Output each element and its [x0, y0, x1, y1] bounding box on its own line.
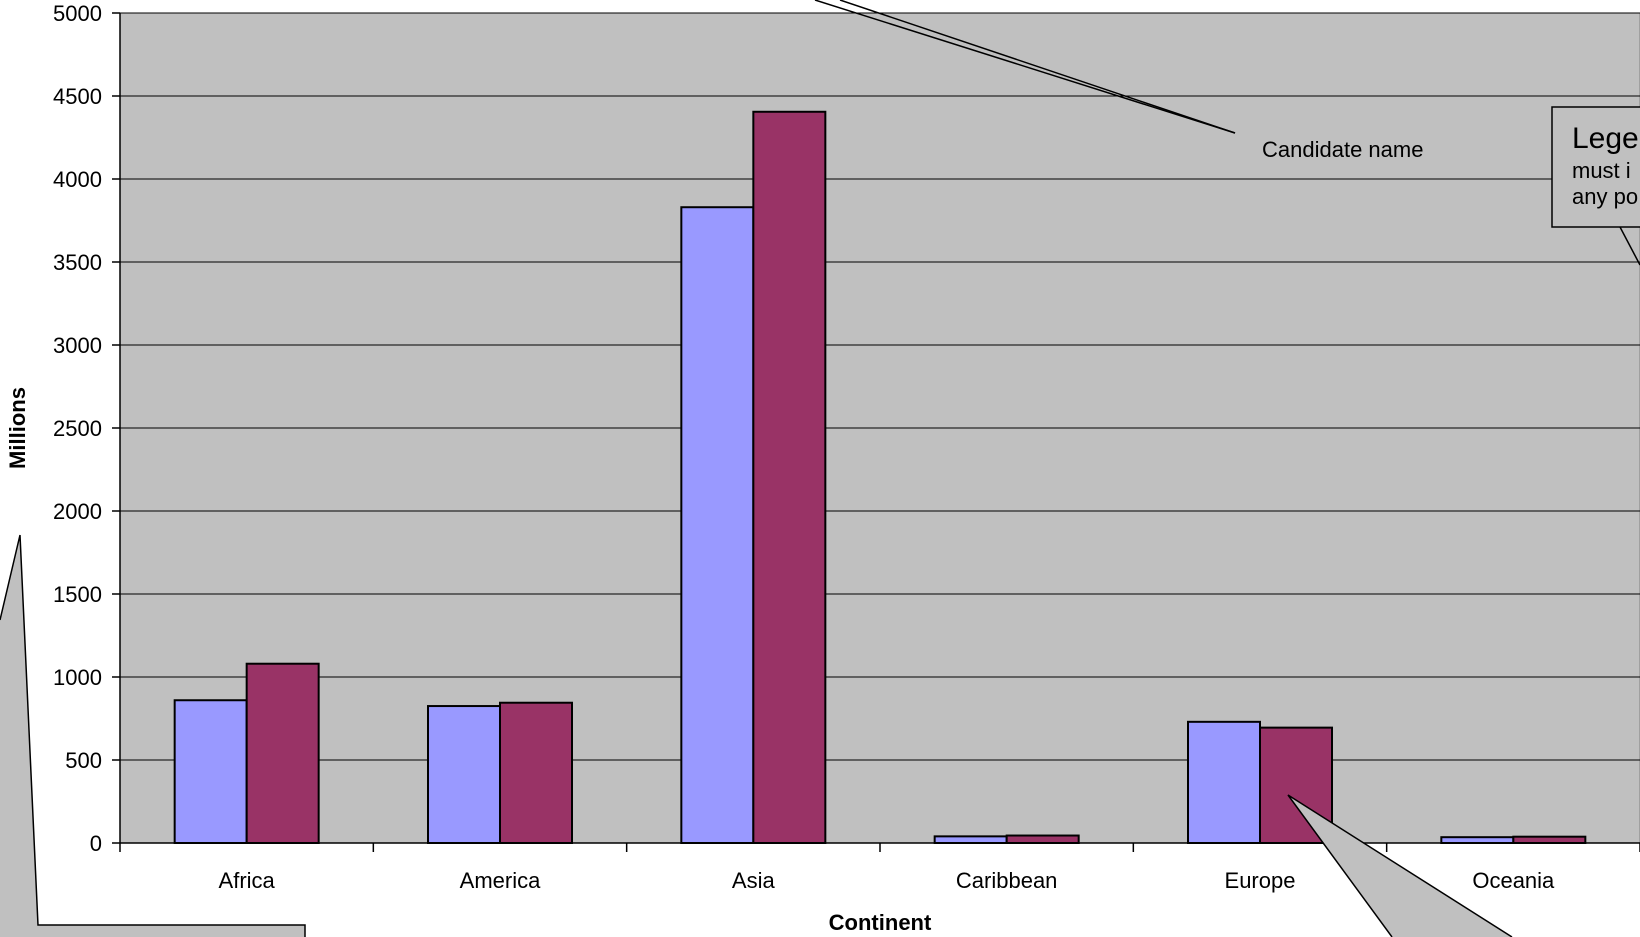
bar-asia-series-2	[752, 110, 827, 844]
left-callout-outline	[0, 534, 306, 937]
candidate-name-annotation: Candidate name	[814, 0, 1423, 162]
x-tick-label: Africa	[219, 868, 276, 893]
y-tick-label: 500	[65, 748, 102, 773]
bar-asia-series-1	[680, 206, 755, 845]
bar-africa-series-1	[173, 699, 248, 844]
bar-oceania-series-2	[1512, 835, 1587, 845]
x-tick-label: Asia	[732, 868, 776, 893]
bar-caribbean-series-1	[933, 835, 1008, 844]
bar-oceania-series-1	[1440, 836, 1515, 845]
y-tick-label: 3500	[53, 250, 102, 275]
y-tick-label: 1000	[53, 665, 102, 690]
y-axis-title: Millions	[5, 387, 30, 469]
y-tick-label: 2000	[53, 499, 102, 524]
y-tick-label: 4500	[53, 84, 102, 109]
bar-africa-series-2	[245, 662, 320, 844]
candidate-name-label: Candidate name	[1262, 137, 1423, 162]
legend-callout-line1: must i	[1572, 158, 1631, 183]
y-tick-label: 0	[90, 831, 102, 856]
candidate-leader-line	[839, 0, 1236, 134]
legend-callout-box	[1551, 106, 1640, 228]
bar-america-series-2	[499, 701, 573, 844]
bar-america-series-1	[427, 705, 501, 844]
x-tick-label: America	[460, 868, 541, 893]
legend-callout-pointer	[1619, 226, 1640, 266]
y-tick-label: 2500	[53, 416, 102, 441]
legend-callout-line2: any po	[1572, 184, 1638, 209]
legend-callout-title: Lege	[1572, 122, 1639, 155]
y-tick-label: 3000	[53, 333, 102, 358]
x-tick-label: Europe	[1225, 868, 1296, 893]
x-axis-title: Continent	[829, 910, 932, 935]
europe-callout-outline	[1287, 794, 1513, 937]
bar-caribbean-series-2	[1005, 834, 1080, 845]
x-tick-label: Oceania	[1472, 868, 1555, 893]
bar-europe-series-1	[1187, 720, 1261, 845]
legend-callout: Lege must i any po	[1551, 106, 1640, 266]
y-tick-label: 1500	[53, 582, 102, 607]
candidate-leader-line	[814, 0, 1236, 134]
x-tick-labels: Africa America Asia Caribbean Europe Oceania	[119, 843, 1640, 893]
y-tick-label: 4000	[53, 167, 102, 192]
left-callout-shape	[0, 535, 305, 937]
y-tick-labels: 0 500 1000 1500 2000 2500 3000 3500 4000 4500 5000	[53, 1, 120, 856]
y-tick-label: 5000	[53, 1, 102, 26]
x-tick-label: Caribbean	[956, 868, 1058, 893]
